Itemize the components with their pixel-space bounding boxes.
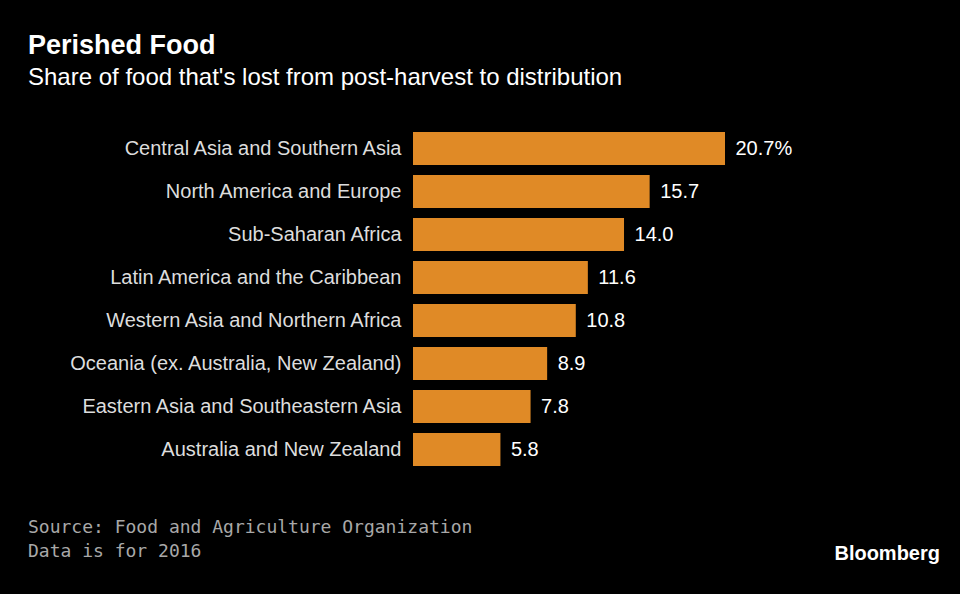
svg-text:Western Asia and Northern Afri: Western Asia and Northern Africa	[106, 309, 402, 331]
svg-text:Eastern Asia and Southeastern: Eastern Asia and Southeastern Asia	[82, 395, 402, 417]
svg-text:8.9: 8.9	[558, 352, 586, 374]
svg-text:7.8: 7.8	[541, 395, 569, 417]
svg-text:5.8: 5.8	[511, 438, 539, 460]
svg-text:Oceania (ex. Australia, New Ze: Oceania (ex. Australia, New Zealand)	[70, 352, 401, 374]
svg-text:Latin America and the Caribbea: Latin America and the Caribbean	[110, 266, 401, 288]
html-text:Share of food that's lost from: Share of food that's lost from post-harv…	[28, 63, 623, 90]
svg-text:15.7: 15.7	[660, 180, 699, 202]
svg-text:Central Asia and Southern Asia: Central Asia and Southern Asia	[125, 137, 403, 159]
svg-text:North America and Europe: North America and Europe	[166, 180, 402, 202]
svg-text:11.6: 11.6	[598, 266, 635, 288]
html-text:Data is for 2016: Data is for 2016	[28, 540, 202, 561]
html-text:Perished Food: Perished Food	[28, 30, 216, 60]
svg-text:14.0: 14.0	[635, 223, 674, 245]
svg-text:Australia and New Zealand: Australia and New Zealand	[161, 438, 401, 460]
html-text:Bloomberg: Bloomberg	[834, 542, 940, 564]
svg-text:Sub-Saharan Africa: Sub-Saharan Africa	[228, 223, 402, 245]
svg-text:20.7%: 20.7%	[736, 137, 793, 159]
html-text:Source: Food and Agriculture O: Source: Food and Agriculture Organizatio…	[28, 516, 473, 537]
svg-text:10.8: 10.8	[586, 309, 625, 331]
